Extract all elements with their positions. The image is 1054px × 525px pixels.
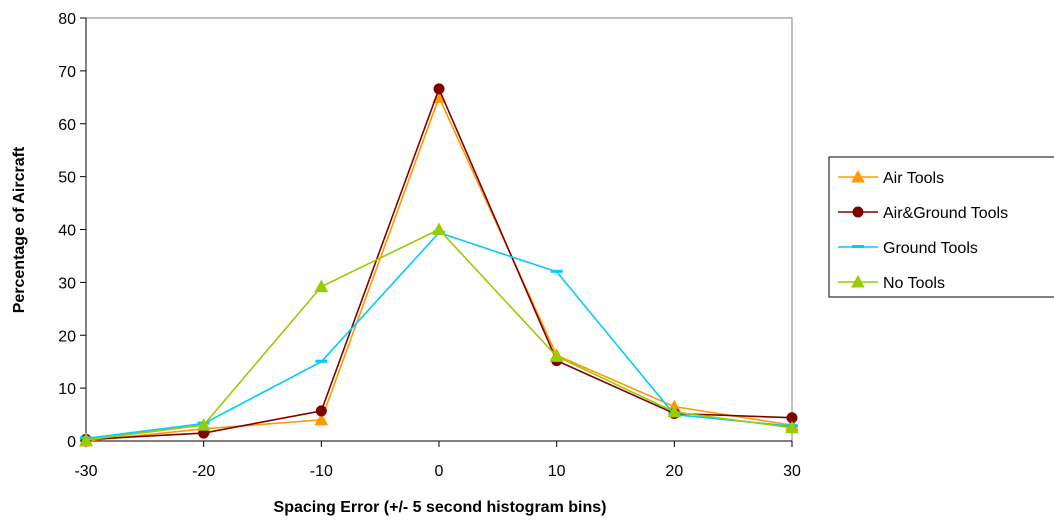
legend-marker (852, 206, 864, 218)
data-point-no-tools (667, 404, 682, 418)
y-axis: 0 10 20 30 40 50 60 70 80 (58, 11, 87, 451)
x-tick-label: 30 (783, 463, 801, 480)
legend-marker (851, 274, 865, 288)
data-point-ground-tools (315, 359, 328, 363)
data-point-no-tools (549, 349, 564, 362)
x-axis-title: Spacing Error (+/- 5 second histogram bi… (274, 499, 607, 516)
data-point-no-tools (432, 222, 446, 235)
y-tick-label: 40 (58, 223, 76, 240)
legend-item-no-tools: No Tools (838, 274, 945, 292)
x-tick-label: 20 (665, 463, 683, 480)
y-axis-title: Percentage of Aircraft (11, 146, 28, 313)
data-point-no-tools (79, 432, 93, 446)
y-tick-label: 30 (58, 275, 76, 292)
data-point-no-tools (196, 418, 211, 431)
legend-box (828, 156, 1054, 298)
y-tick-label: 70 (58, 64, 76, 81)
data-point-air-ground-tools (315, 405, 327, 417)
legend-label: Air&Ground Tools (883, 205, 1008, 222)
legend-marker (852, 245, 864, 248)
y-tick-label: 0 (67, 434, 76, 451)
y-tick-label: 20 (58, 328, 76, 345)
legend-label: Ground Tools (883, 240, 978, 257)
data-point-no-tools (314, 279, 329, 293)
y-tick-label: 80 (58, 11, 76, 28)
data-point-no-tools (785, 420, 799, 434)
legend: Air Tools Air&Ground Tools Ground Tools No … (828, 156, 1054, 298)
legend-marker (851, 169, 865, 183)
x-tick-label: -10 (310, 463, 333, 480)
y-tick-label: 10 (58, 381, 76, 398)
x-tick-label: 0 (435, 463, 444, 480)
legend-label: Air Tools (883, 170, 944, 187)
legend-item-air-ground-tools: Air&Ground Tools (838, 205, 1008, 222)
x-axis: -30 -20 -10 0 10 20 30 (74, 440, 801, 480)
legend-item-ground-tools: Ground Tools (838, 240, 978, 257)
series-no-tools (79, 222, 799, 446)
data-point-air-ground-tools (433, 83, 445, 95)
y-tick-label: 60 (58, 117, 76, 134)
x-tick-label: -20 (192, 463, 215, 480)
legend-item-air-tools: Air Tools (838, 169, 944, 187)
series-layer (79, 83, 799, 447)
x-tick-label: -30 (74, 463, 97, 480)
data-point-ground-tools (550, 269, 563, 273)
y-tick-label: 50 (58, 170, 76, 187)
legend-label: No Tools (883, 275, 945, 292)
x-tick-label: 10 (548, 463, 566, 480)
data-point-air-tools (314, 412, 329, 426)
